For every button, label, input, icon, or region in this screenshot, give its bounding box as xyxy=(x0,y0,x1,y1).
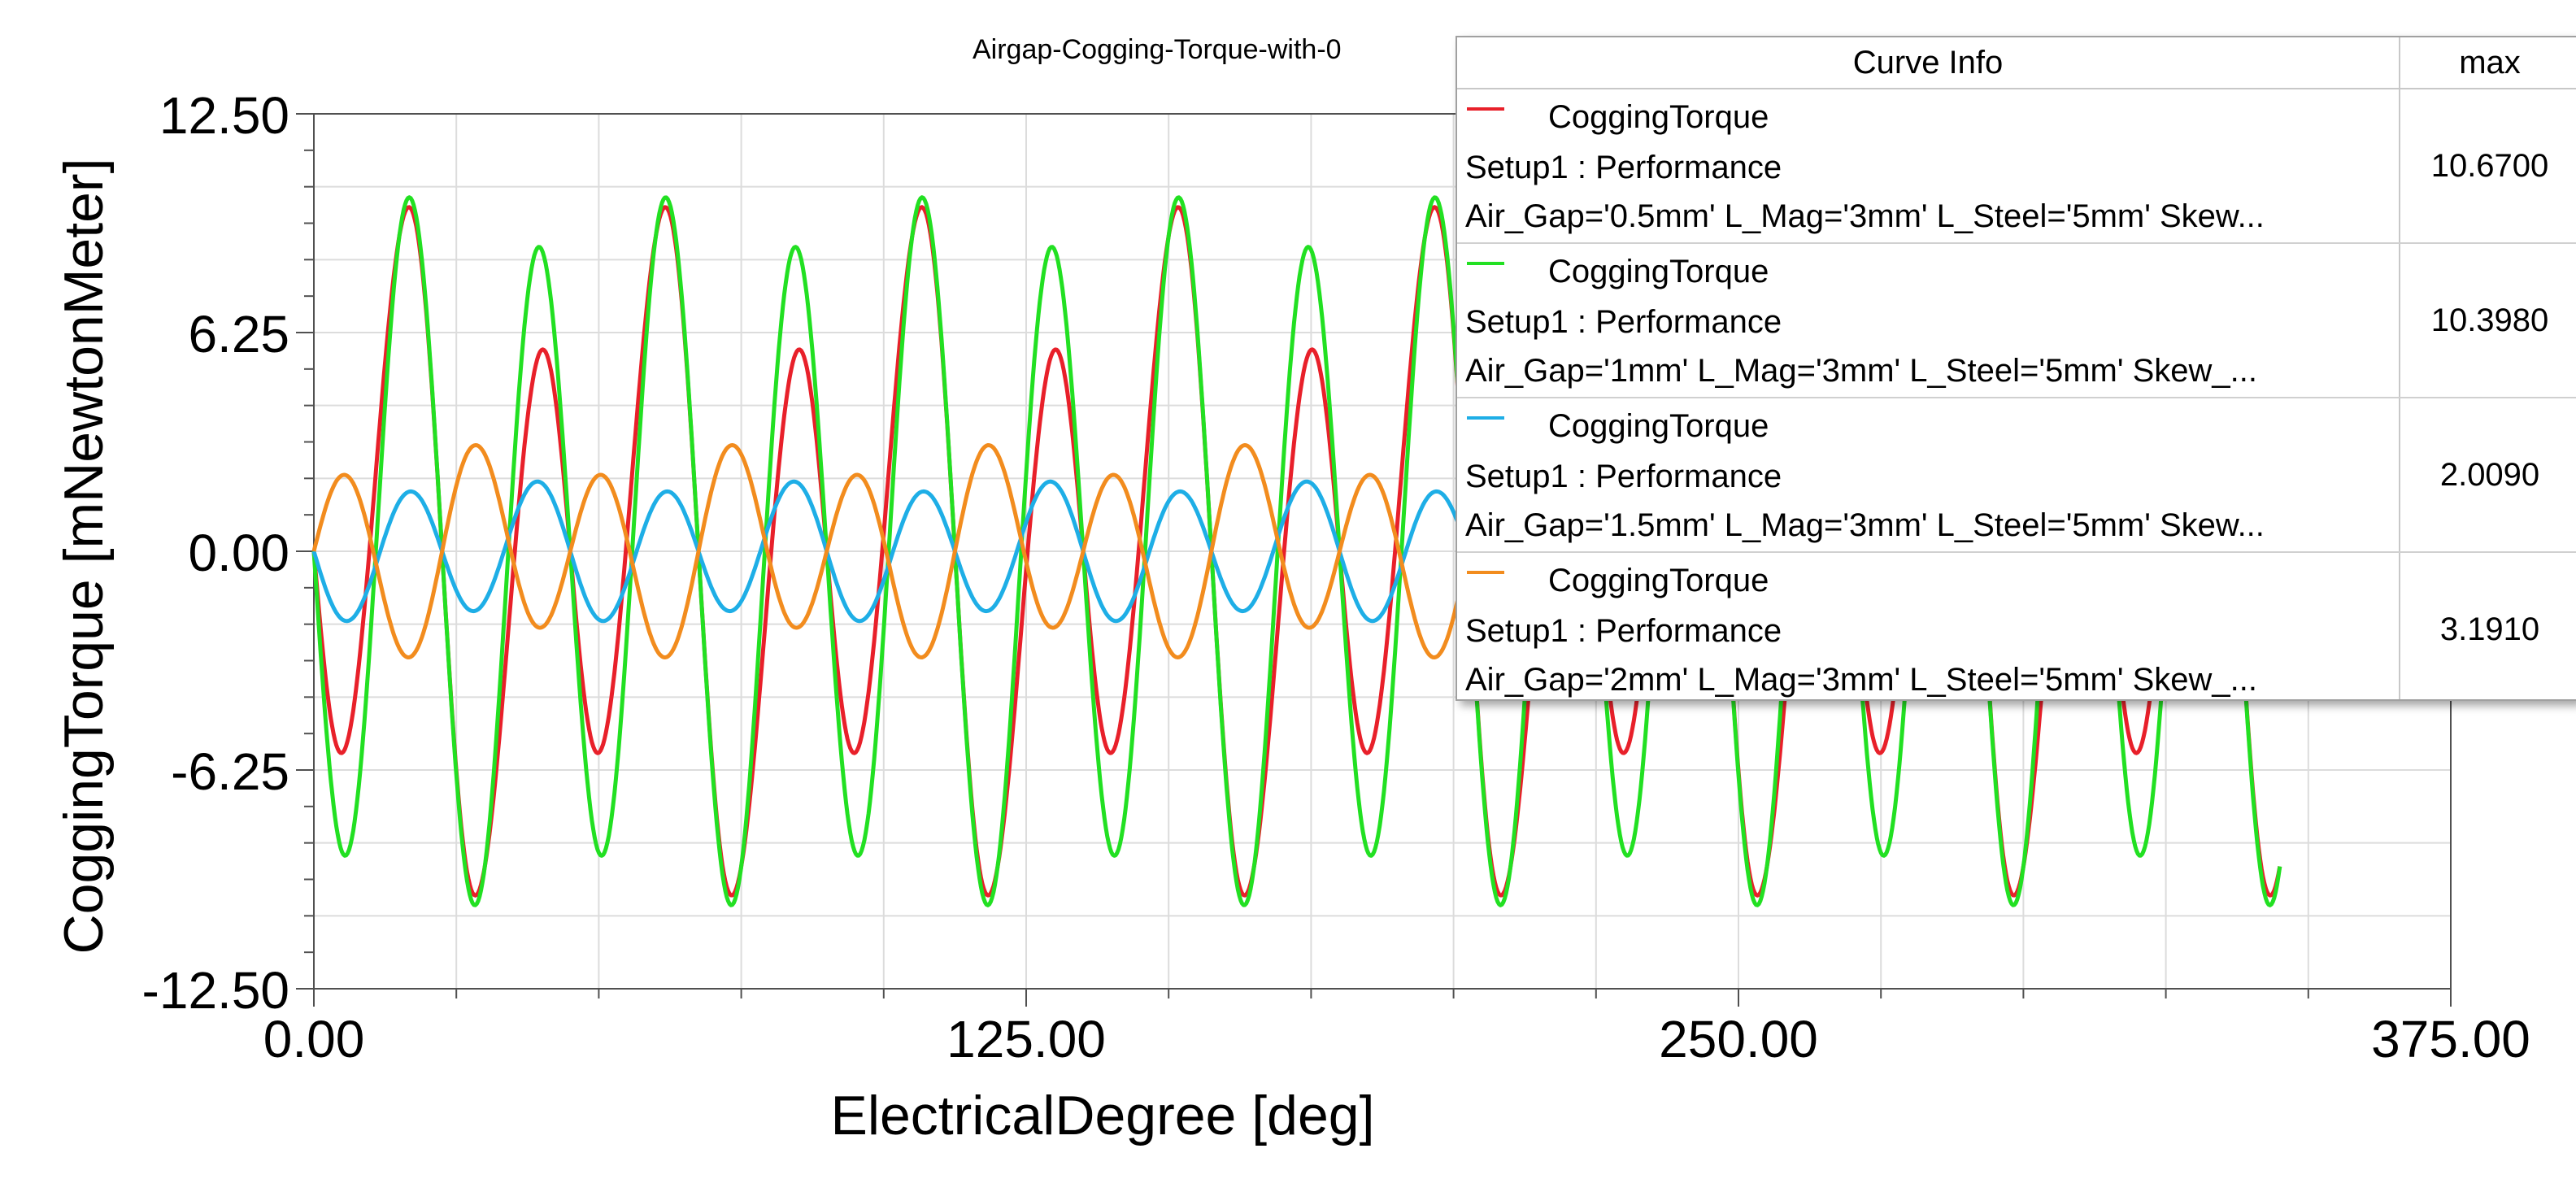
legend-header-curve-info[interactable]: Curve Info xyxy=(1457,37,2400,88)
y-tick-label: 6.25 xyxy=(188,305,289,363)
chart-title: Airgap-Cogging-Torque-with-0 xyxy=(973,34,1342,65)
axis-layer: -12.50 -6.25 0.00 6.25 12.50 0.00 125.00 250.00… xyxy=(142,86,2530,1068)
legend-curve-setup: Setup1 : Performance xyxy=(1465,613,1782,649)
legend-curve-max: 2.0090 xyxy=(2439,457,2540,493)
x-tick-label: 0.00 xyxy=(263,1010,365,1068)
legend-swatch-orange xyxy=(1467,571,1504,574)
y-tick-label: -6.25 xyxy=(171,742,289,801)
legend-curve-name: CoggingTorque xyxy=(1548,408,1769,444)
legend-row-info: CoggingTorque Setup1 : Performance Air_G… xyxy=(1457,398,2400,551)
legend-curve-setup: Setup1 : Performance xyxy=(1465,459,1782,494)
y-tick-label: 0.00 xyxy=(188,524,289,582)
legend-curve-name: CoggingTorque xyxy=(1548,254,1769,289)
x-axis-label: ElectricalDegree [deg] xyxy=(830,1085,1374,1146)
legend-curve-max: 10.3980 xyxy=(2430,302,2549,338)
legend-curve-name: CoggingTorque xyxy=(1548,99,1769,135)
legend-curve-max: 10.6700 xyxy=(2430,148,2549,184)
legend-header-max[interactable]: max xyxy=(2459,45,2521,80)
legend-row[interactable]: CoggingTorque Setup1 : Performance Air_G… xyxy=(1457,553,2576,699)
legend-header: Curve Info max xyxy=(1457,37,2576,89)
curve-info-legend[interactable]: Curve Info max CoggingTorque Setup1 : Pe… xyxy=(1456,36,2576,701)
legend-swatch-blue xyxy=(1467,416,1504,420)
legend-curve-setup: Setup1 : Performance xyxy=(1465,304,1782,340)
x-tick-label: 250.00 xyxy=(1659,1010,1818,1068)
legend-swatch-red xyxy=(1467,107,1504,111)
legend-row-info: CoggingTorque Setup1 : Performance Air_G… xyxy=(1457,244,2400,397)
legend-curve-params: Air_Gap='1mm' L_Mag='3mm' L_Steel='5mm' … xyxy=(1465,353,2258,389)
y-tick-label: -12.50 xyxy=(142,961,289,1020)
y-tick-label: 12.50 xyxy=(159,86,289,145)
legend-curve-params: Air_Gap='0.5mm' L_Mag='3mm' L_Steel='5mm… xyxy=(1465,198,2265,234)
legend-row-info: CoggingTorque Setup1 : Performance Air_G… xyxy=(1457,553,2400,699)
legend-swatch-green xyxy=(1467,262,1504,265)
legend-row-info: CoggingTorque Setup1 : Performance Air_G… xyxy=(1457,89,2400,242)
legend-curve-max: 3.1910 xyxy=(2439,611,2540,647)
legend-row[interactable]: CoggingTorque Setup1 : Performance Air_G… xyxy=(1457,398,2576,553)
legend-curve-params: Air_Gap='2mm' L_Mag='3mm' L_Steel='5mm' … xyxy=(1465,662,2258,698)
legend-curve-name: CoggingTorque xyxy=(1548,563,1769,598)
x-tick-label: 375.00 xyxy=(2371,1010,2530,1068)
legend-curve-setup: Setup1 : Performance xyxy=(1465,150,1782,185)
legend-curve-params: Air_Gap='1.5mm' L_Mag='3mm' L_Steel='5mm… xyxy=(1465,507,2265,543)
y-axis-label: CoggingTorque [mNewtonMeter] xyxy=(53,159,115,955)
legend-row[interactable]: CoggingTorque Setup1 : Performance Air_G… xyxy=(1457,89,2576,244)
legend-row[interactable]: CoggingTorque Setup1 : Performance Air_G… xyxy=(1457,244,2576,398)
x-tick-label: 125.00 xyxy=(946,1010,1106,1068)
